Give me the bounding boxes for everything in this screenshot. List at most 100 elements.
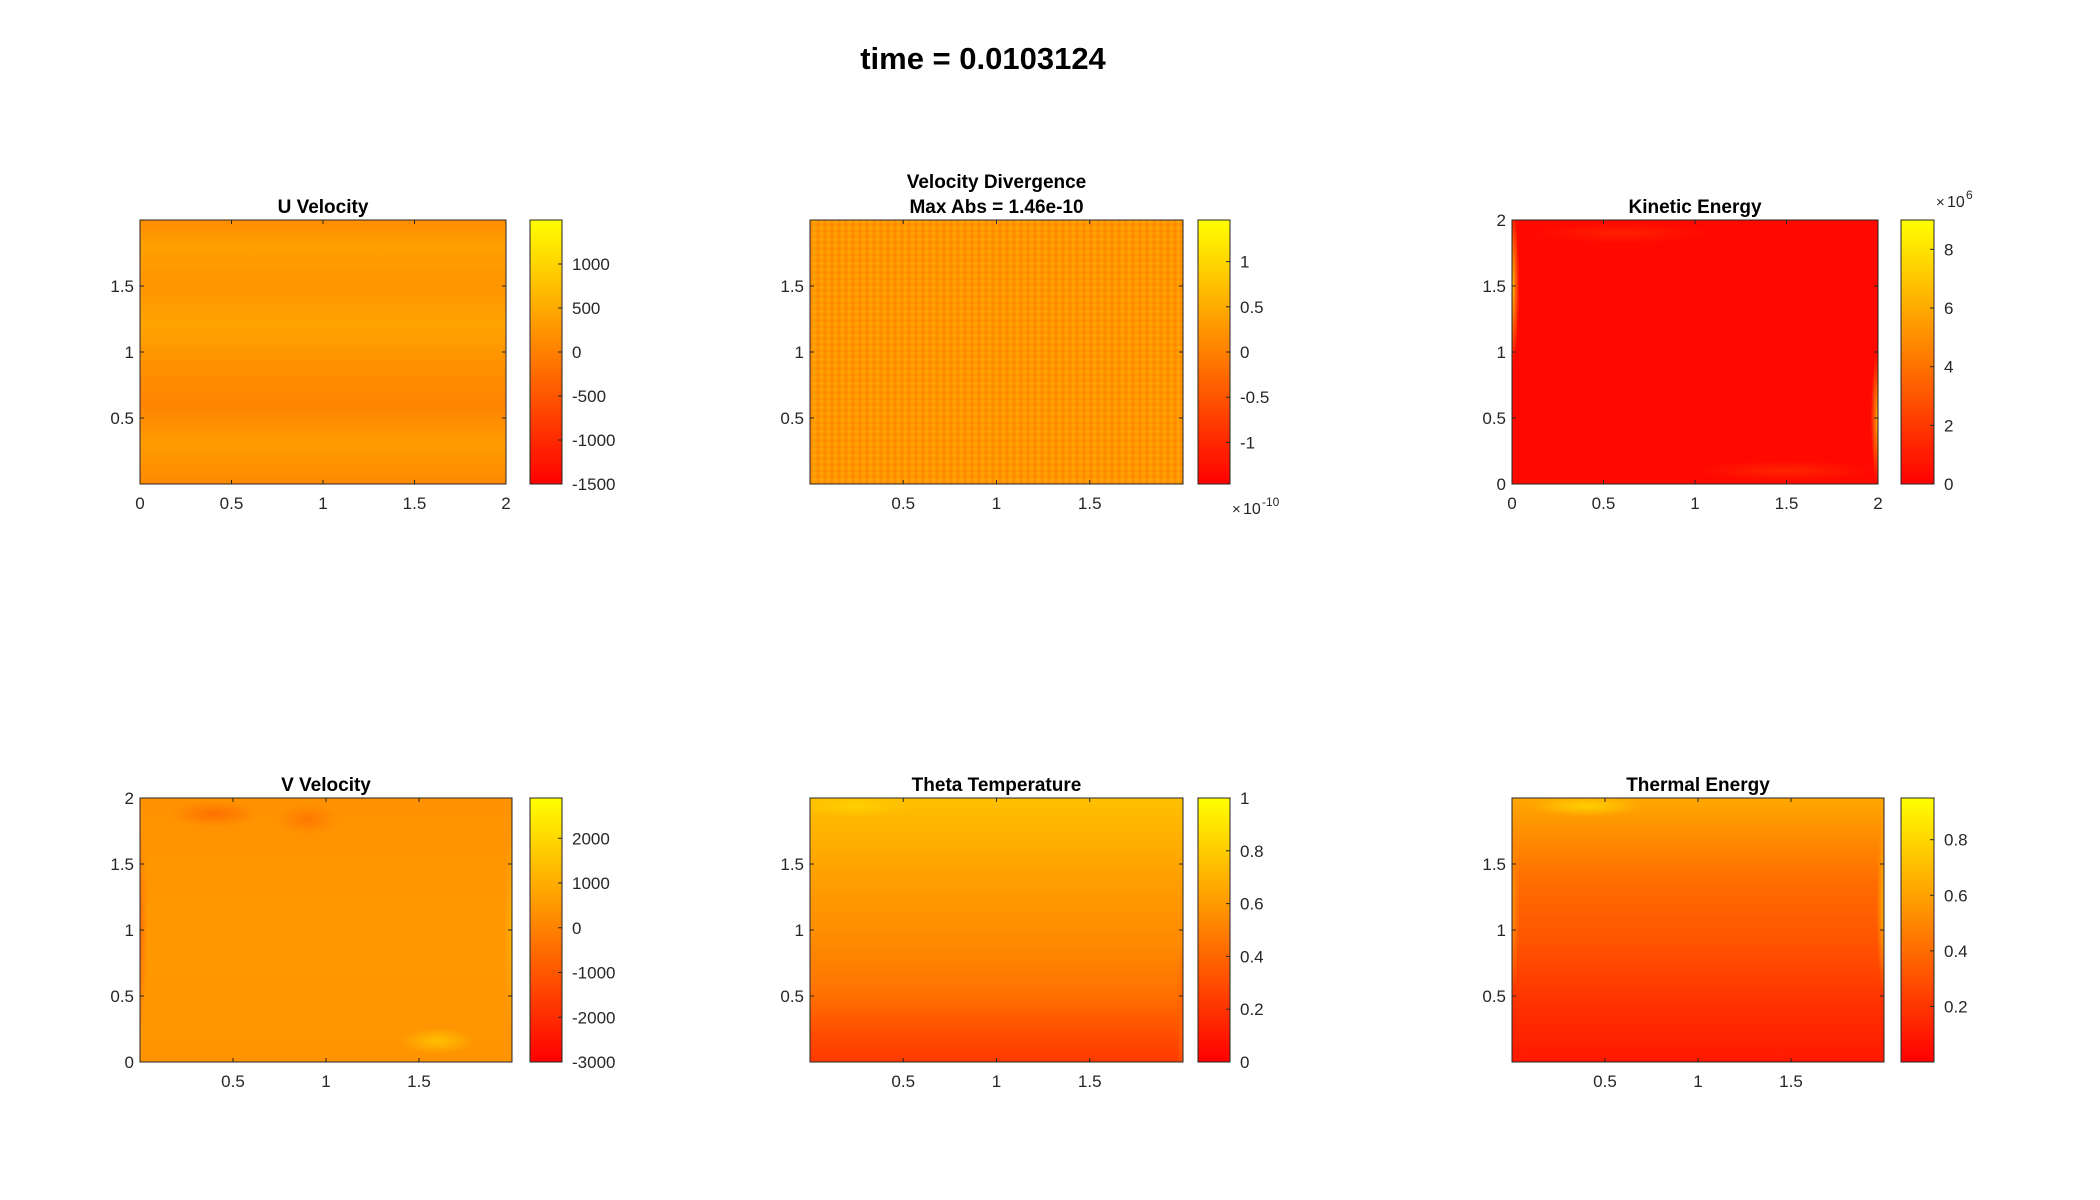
thermal-energy-colorbar-tick-label: 0.2 (1944, 997, 1968, 1016)
thermal-energy-axes-box (1511, 797, 1885, 1063)
velocity-divergence-field (810, 220, 1183, 484)
velocity-divergence-colorbar-exponent-power: -10 (1262, 495, 1280, 509)
kinetic-energy-xtick-label: 0 (1507, 494, 1516, 513)
thermal-energy-colorbar-box (1900, 797, 1935, 1063)
kinetic-energy-title: Kinetic Energy (1628, 197, 1761, 218)
thermal-energy-ytick-label: 1.5 (1482, 855, 1506, 874)
v-velocity-xtick-label: 0.5 (221, 1072, 245, 1091)
theta-temperature-xtick-label: 1.5 (1078, 1072, 1102, 1091)
kinetic-energy-colorbar-exponent-power: 6 (1966, 188, 1973, 202)
u-velocity-field (140, 220, 506, 484)
kinetic-energy-axes-box (1511, 219, 1879, 485)
velocity-divergence-heatmap (810, 220, 1183, 484)
velocity-divergence-colorbar-tick-label: 1 (1240, 253, 1249, 272)
thermal-energy-ytick-label: 1 (1497, 921, 1506, 940)
velocity-divergence-colorbar-tick-label: -1 (1240, 433, 1255, 452)
v-velocity-heatmap (140, 798, 512, 1062)
velocity-divergence-xtick-label: 0.5 (891, 494, 915, 513)
kinetic-energy-colorbar-tick-label: 8 (1944, 240, 1953, 259)
velocity-divergence-ytick-label: 1.5 (780, 277, 804, 296)
velocity-divergence-colorbar-times: × (1232, 501, 1241, 518)
theta-temperature-colorbar-tick-label: 0.4 (1240, 947, 1264, 966)
v-velocity-field (140, 798, 512, 1062)
kinetic-energy-field (1512, 220, 1878, 484)
thermal-energy-xtick-label: 1 (1693, 1072, 1702, 1091)
thermal-energy-xtick-label: 0.5 (1593, 1072, 1617, 1091)
u-velocity-ytick-label: 0.5 (110, 409, 134, 428)
v-velocity-colorbar-tick-label: -2000 (572, 1008, 615, 1027)
velocity-divergence-colorbar-tick-label: 0.5 (1240, 298, 1264, 317)
kinetic-energy-colorbar-times: × (1936, 194, 1945, 211)
u-velocity-xtick-label: 2 (501, 494, 510, 513)
velocity-divergence-colorbar-exponent-base: 10 (1243, 501, 1261, 518)
theta-temperature-xtick-label: 1 (992, 1072, 1001, 1091)
kinetic-energy-xtick-label: 1.5 (1775, 494, 1799, 513)
velocity-divergence-ytick-label: 1 (795, 343, 804, 362)
theta-temperature-ytick-label: 1 (795, 921, 804, 940)
kinetic-energy-xtick-label: 1 (1690, 494, 1699, 513)
kinetic-energy-heatmap (1512, 220, 1878, 484)
thermal-energy-colorbar-tick-label: 0.6 (1944, 886, 1968, 905)
thermal-energy-ytick-label: 0.5 (1482, 987, 1506, 1006)
u-velocity-xtick-label: 0 (135, 494, 144, 513)
theta-temperature-colorbar-tick-label: 0.6 (1240, 895, 1264, 914)
theta-temperature-xtick-label: 0.5 (891, 1072, 915, 1091)
velocity-divergence-subtitle: Max Abs = 1.46e-10 (909, 197, 1083, 218)
thermal-energy-title: Thermal Energy (1626, 775, 1770, 796)
v-velocity-ytick-label: 1.5 (110, 855, 134, 874)
velocity-divergence-colorbar-box (1197, 219, 1231, 485)
u-velocity-ytick-label: 1 (125, 343, 134, 362)
theta-temperature-colorbar-tick-label: 0 (1240, 1053, 1249, 1072)
kinetic-energy-colorbar-box (1900, 219, 1935, 485)
v-velocity-ytick-label: 0 (125, 1053, 134, 1072)
thermal-energy-colorbar-tick-label: 0.8 (1944, 831, 1968, 850)
u-velocity-colorbar-tick-label: 500 (572, 299, 600, 318)
u-velocity-xtick-label: 0.5 (220, 494, 244, 513)
theta-temperature-axes-box (809, 797, 1184, 1063)
kinetic-energy-xtick-label: 2 (1873, 494, 1882, 513)
thermal-energy-field (1512, 798, 1884, 1062)
theta-temperature-field (810, 798, 1183, 1062)
u-velocity-colorbar-tick-label: 0 (572, 343, 581, 362)
velocity-divergence-xtick-label: 1.5 (1078, 494, 1102, 513)
kinetic-energy-ytick-label: 1 (1497, 343, 1506, 362)
u-velocity-colorbar-box (529, 219, 563, 485)
v-velocity-xtick-label: 1.5 (407, 1072, 431, 1091)
velocity-divergence-ytick-label: 0.5 (780, 409, 804, 428)
u-velocity-colorbar (530, 220, 562, 484)
kinetic-energy-colorbar-tick-label: 6 (1944, 299, 1953, 318)
thermal-energy-heatmap (1512, 798, 1884, 1062)
u-velocity-axes-box (139, 219, 507, 485)
u-velocity-heatmap (140, 220, 506, 484)
velocity-divergence-xtick-label: 1 (992, 494, 1001, 513)
theta-temperature-colorbar-tick-label: 1 (1240, 789, 1249, 808)
kinetic-energy-ytick-label: 2 (1497, 211, 1506, 230)
thermal-energy-colorbar (1901, 798, 1934, 1062)
kinetic-energy-colorbar-tick-label: 4 (1944, 358, 1953, 377)
v-velocity-axes-box (139, 797, 513, 1063)
kinetic-energy-colorbar-tick-label: 0 (1944, 475, 1953, 494)
kinetic-energy-ytick-label: 0 (1497, 475, 1506, 494)
velocity-divergence-axes-box (809, 219, 1184, 485)
v-velocity-xtick-label: 1 (321, 1072, 330, 1091)
v-velocity-colorbar-tick-label: -1000 (572, 964, 615, 983)
u-velocity-ytick-label: 1.5 (110, 277, 134, 296)
u-velocity-colorbar-tick-label: 1000 (572, 255, 610, 274)
v-velocity-ytick-label: 2 (125, 789, 134, 808)
u-velocity-colorbar-tick-label: -500 (572, 387, 606, 406)
theta-temperature-colorbar-box (1197, 797, 1231, 1063)
v-velocity-colorbar-tick-label: 2000 (572, 829, 610, 848)
v-velocity-ytick-label: 1 (125, 921, 134, 940)
kinetic-energy-colorbar-exponent-base: 10 (1947, 194, 1965, 211)
kinetic-energy-colorbar-tick-label: 2 (1944, 416, 1953, 435)
theta-temperature-colorbar (1198, 798, 1230, 1062)
u-velocity-colorbar-tick-label: -1000 (572, 431, 615, 450)
theta-temperature-heatmap (810, 798, 1183, 1062)
v-velocity-colorbar-tick-label: 0 (572, 919, 581, 938)
u-velocity-xtick-label: 1 (318, 494, 327, 513)
theta-temperature-ytick-label: 0.5 (780, 987, 804, 1006)
v-velocity-colorbar (530, 798, 562, 1062)
theta-temperature-title: Theta Temperature (912, 775, 1082, 796)
v-velocity-ytick-label: 0.5 (110, 987, 134, 1006)
